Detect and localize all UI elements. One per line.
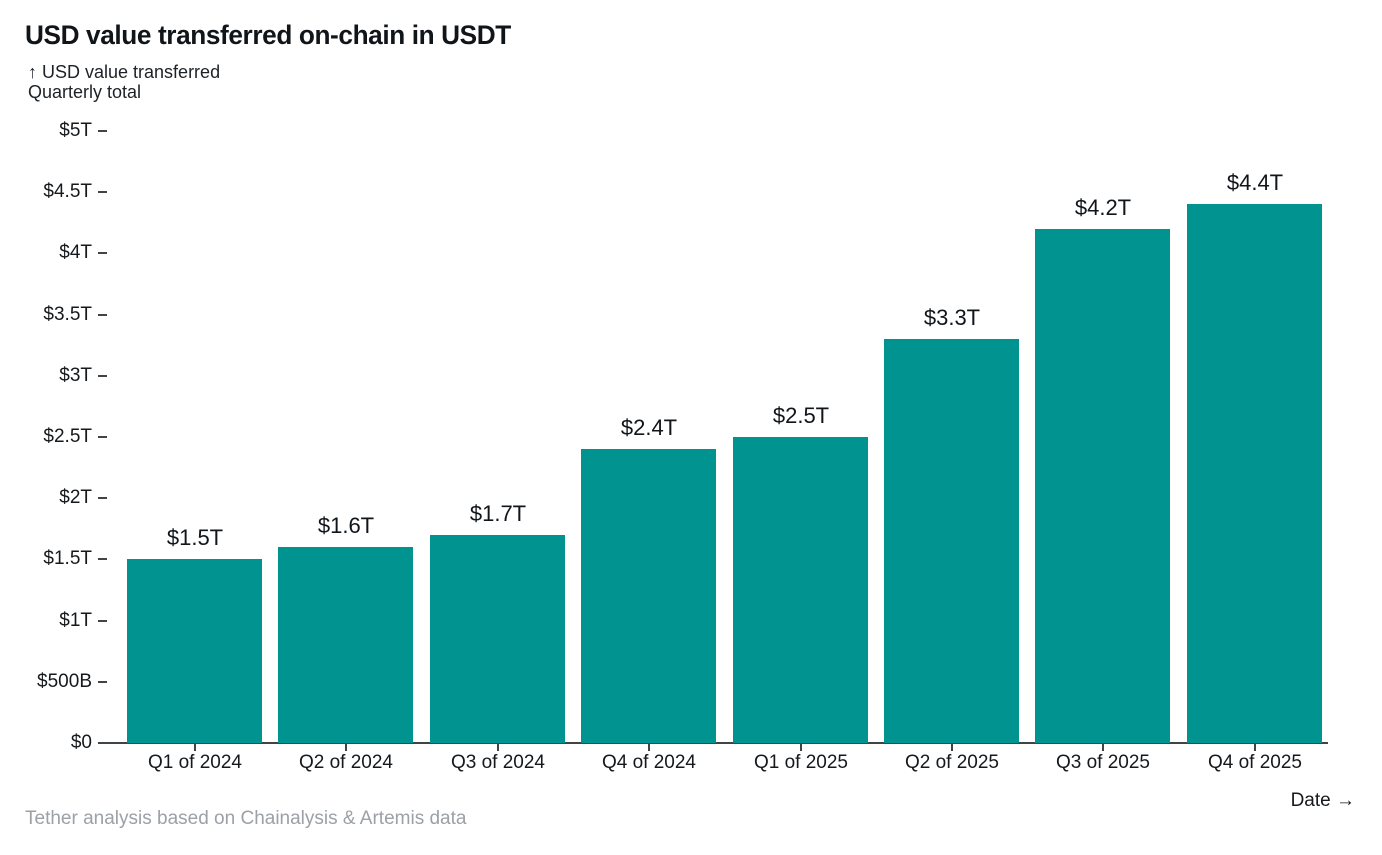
x-tick-mark bbox=[497, 743, 499, 751]
y-tick-mark bbox=[98, 314, 107, 316]
bar bbox=[127, 559, 262, 743]
source-attribution: Tether analysis based on Chainalysis & A… bbox=[25, 808, 467, 829]
chart-subtitle: Quarterly total bbox=[28, 82, 142, 102]
bar-value-label: $4.2T bbox=[1074, 195, 1132, 220]
x-axis-caption: Date → bbox=[1290, 790, 1355, 811]
x-tick-label: Q4 of 2025 bbox=[1207, 752, 1303, 773]
x-tick-label: Q3 of 2024 bbox=[450, 752, 546, 773]
y-tick-mark bbox=[98, 558, 107, 560]
y-tick-label: $3T bbox=[59, 365, 92, 386]
y-tick-mark bbox=[98, 681, 107, 683]
x-tick-mark bbox=[951, 743, 953, 751]
bar bbox=[1035, 229, 1170, 743]
y-tick-label: $4T bbox=[59, 242, 92, 263]
y-tick-label: $0 bbox=[70, 732, 92, 753]
bar bbox=[278, 547, 413, 743]
y-tick-label: $2.5T bbox=[43, 426, 92, 447]
chart-title: USD value transferred on-chain in USDT bbox=[25, 20, 511, 50]
x-tick-mark bbox=[648, 743, 650, 751]
bar-value-label: $1.7T bbox=[469, 501, 527, 526]
bar-value-label: $1.5T bbox=[166, 525, 224, 550]
y-tick-label: $2T bbox=[59, 487, 92, 508]
bar-value-label: $3.3T bbox=[923, 305, 981, 330]
y-tick-label: $5T bbox=[59, 120, 92, 141]
bar bbox=[733, 437, 868, 743]
x-tick-mark bbox=[345, 743, 347, 751]
y-tick-label: $3.5T bbox=[43, 304, 92, 325]
x-tick-label: Q4 of 2024 bbox=[601, 752, 697, 773]
x-tick-label: Q3 of 2025 bbox=[1055, 752, 1151, 773]
bar bbox=[884, 339, 1019, 743]
x-tick-mark bbox=[194, 743, 196, 751]
bar bbox=[430, 535, 565, 743]
y-tick-mark bbox=[98, 436, 107, 438]
bar-value-label: $4.4T bbox=[1226, 170, 1284, 195]
y-tick-mark bbox=[98, 375, 107, 377]
x-tick-mark bbox=[1254, 743, 1256, 751]
y-tick-mark bbox=[98, 191, 107, 193]
y-axis-caption: ↑ USD value transferred bbox=[28, 62, 221, 82]
y-tick-label: $500B bbox=[37, 671, 92, 692]
x-tick-mark bbox=[800, 743, 802, 751]
y-tick-mark bbox=[98, 620, 107, 622]
x-axis-line bbox=[98, 742, 1328, 744]
bar-value-label: $1.6T bbox=[317, 513, 375, 538]
bar-value-label: $2.5T bbox=[772, 403, 830, 428]
y-tick-label: $1T bbox=[59, 610, 92, 631]
y-tick-label: $1.5T bbox=[43, 548, 92, 569]
bar bbox=[1187, 204, 1322, 743]
x-tick-mark bbox=[1102, 743, 1104, 751]
bar-value-label: $2.4T bbox=[620, 415, 678, 440]
x-tick-label: Q2 of 2024 bbox=[298, 752, 394, 773]
x-tick-label: Q1 of 2024 bbox=[147, 752, 243, 773]
y-tick-label: $4.5T bbox=[43, 181, 92, 202]
x-tick-label: Q2 of 2025 bbox=[904, 752, 1000, 773]
bar bbox=[581, 449, 716, 743]
y-tick-mark bbox=[98, 252, 107, 254]
y-tick-mark bbox=[98, 497, 107, 499]
x-tick-label: Q1 of 2025 bbox=[753, 752, 849, 773]
y-tick-mark bbox=[98, 130, 107, 132]
